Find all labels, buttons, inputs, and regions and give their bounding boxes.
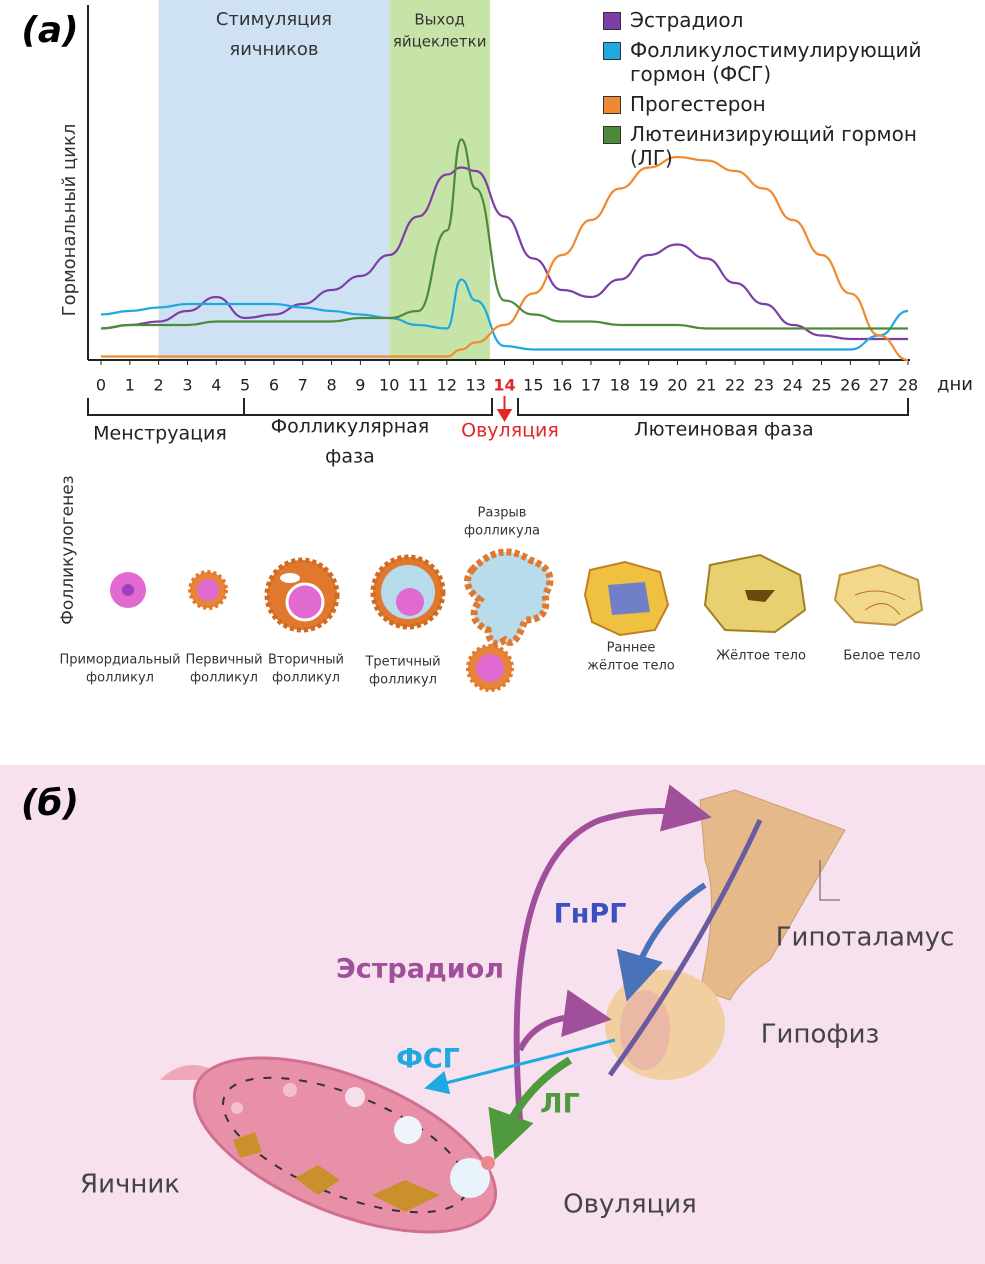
follicle-drawings bbox=[110, 548, 924, 692]
legend-label: Эстрадиол bbox=[630, 8, 744, 32]
x-tick-label: 20 bbox=[667, 376, 687, 395]
label: Гипоталамус bbox=[776, 923, 955, 953]
follicle-label: Жёлтое тело bbox=[716, 649, 806, 664]
axes bbox=[87, 5, 910, 416]
x-tick-label: 27 bbox=[869, 376, 889, 395]
x-tick-label: 3 bbox=[182, 376, 192, 395]
legend-label: Фолликулостимулирующий гормон (ФСГ) bbox=[630, 38, 922, 86]
follicle-label: Примордиальный bbox=[59, 653, 180, 668]
diagram-shapes bbox=[160, 784, 846, 1234]
series-line bbox=[100, 166, 908, 341]
follicle-label: фолликул bbox=[190, 671, 258, 686]
x-tick-label: 23 bbox=[754, 376, 774, 395]
label: ГнРГ bbox=[554, 899, 627, 930]
label: ФСГ bbox=[396, 1044, 460, 1075]
follicle-label: фолликула bbox=[464, 524, 540, 539]
follicle-label: Вторичный bbox=[268, 653, 344, 668]
x-tick-label: 17 bbox=[581, 376, 601, 395]
legend-label: Прогестерон bbox=[630, 92, 766, 116]
follicle-title: Фолликулогенез bbox=[58, 475, 78, 624]
x-tick-label: 15 bbox=[523, 376, 543, 395]
x-tick-label: 11 bbox=[408, 376, 428, 395]
y-axis-label: Гормональный цикл bbox=[59, 124, 80, 317]
phase-label: Менструация bbox=[93, 423, 227, 445]
x-tick-label: 4 bbox=[211, 376, 221, 395]
x-tick-label: 10 bbox=[379, 376, 399, 395]
band-label: яйцеклетки bbox=[393, 33, 487, 51]
legend-item: Прогестерон bbox=[603, 92, 953, 116]
x-tick-label: 7 bbox=[298, 376, 308, 395]
ovulation-arrow bbox=[496, 396, 513, 422]
phase-label: Лютеиновая фаза bbox=[634, 419, 813, 441]
legend-item: Эстрадиол bbox=[603, 8, 953, 32]
x-tick-label: 13 bbox=[465, 376, 485, 395]
legend-swatch bbox=[603, 126, 621, 144]
legend-swatch bbox=[603, 12, 621, 30]
band-label: Выход bbox=[414, 11, 465, 29]
legend-item: Фолликулостимулирующий гормон (ФСГ) bbox=[603, 38, 953, 86]
label: Эстрадиол bbox=[336, 954, 504, 985]
x-tick-label: 14 bbox=[493, 376, 515, 395]
panel-label: (б) bbox=[21, 783, 79, 824]
series-line bbox=[100, 278, 909, 351]
follicle-label: фолликул bbox=[86, 671, 154, 686]
label: Яичник bbox=[80, 1170, 180, 1200]
label: Гипофиз bbox=[761, 1020, 880, 1050]
follicle-label: фолликул bbox=[272, 671, 340, 686]
follicle-label: Раннее bbox=[607, 641, 656, 656]
panel-label: (а) bbox=[21, 10, 78, 51]
follicle-label: Третичный bbox=[364, 655, 440, 670]
band-label: Стимуляция bbox=[216, 9, 332, 30]
x-tick-label: 22 bbox=[725, 376, 745, 395]
band-label: яичников bbox=[229, 39, 318, 60]
phase-label: Фолликулярная bbox=[271, 416, 429, 438]
follicle-label: фолликул bbox=[369, 673, 437, 688]
follicle-label: Первичный bbox=[185, 653, 262, 668]
legend: Эстрадиол Фолликулостимулирующий гормон (… bbox=[603, 8, 953, 176]
x-tick-label: 5 bbox=[240, 376, 250, 395]
legend-label: Лютеинизирующий гормон (ЛГ) bbox=[630, 122, 917, 170]
follicle-label: Разрыв bbox=[478, 506, 527, 521]
phase-label: фаза bbox=[325, 446, 375, 468]
follicle-label: жёлтое тело bbox=[587, 659, 675, 674]
x-tick-label: 12 bbox=[437, 376, 457, 395]
x-tick-label: 0 bbox=[96, 376, 106, 395]
legend-swatch bbox=[603, 96, 621, 114]
x-tick-label: 25 bbox=[811, 376, 831, 395]
phase-label: Овуляция bbox=[461, 420, 559, 442]
x-tick-label: 28 bbox=[898, 376, 918, 395]
x-tick-label: 21 bbox=[696, 376, 716, 395]
x-tick-label: 1 bbox=[125, 376, 135, 395]
band bbox=[158, 0, 390, 360]
x-tick-label: 24 bbox=[783, 376, 803, 395]
legend-swatch bbox=[603, 42, 621, 60]
series-line bbox=[100, 138, 908, 330]
x-tick-label: 9 bbox=[355, 376, 365, 395]
series-line bbox=[101, 155, 909, 362]
x-axis-label: дни bbox=[937, 374, 973, 395]
x-tick-label: 16 bbox=[552, 376, 572, 395]
label: ЛГ bbox=[540, 1089, 580, 1120]
legend-item: Лютеинизирующий гормон (ЛГ) bbox=[603, 122, 953, 170]
x-tick-label: 8 bbox=[326, 376, 336, 395]
x-tick-label: 6 bbox=[269, 376, 279, 395]
x-tick-label: 18 bbox=[610, 376, 630, 395]
x-tick-label: 19 bbox=[638, 376, 658, 395]
x-tick-label: 26 bbox=[840, 376, 860, 395]
follicle-label: Белое тело bbox=[843, 649, 920, 664]
x-tick-label: 2 bbox=[154, 376, 164, 395]
label: Овуляция bbox=[563, 1190, 697, 1220]
